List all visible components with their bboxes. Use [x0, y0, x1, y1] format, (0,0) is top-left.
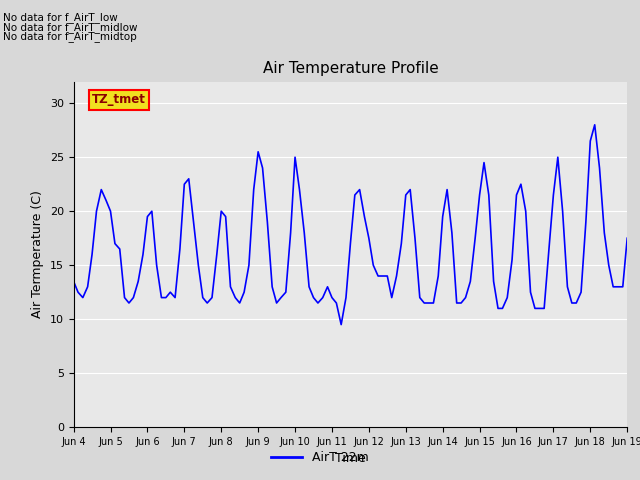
X-axis label: Time: Time: [335, 453, 366, 466]
Legend: AirT 22m: AirT 22m: [266, 446, 374, 469]
Text: No data for f_AirT_midlow: No data for f_AirT_midlow: [3, 22, 138, 33]
Text: No data for f_AirT_midtop: No data for f_AirT_midtop: [3, 31, 137, 42]
Text: TZ_tmet: TZ_tmet: [92, 93, 146, 106]
Text: No data for f_AirT_low: No data for f_AirT_low: [3, 12, 118, 23]
Y-axis label: Air Termperature (C): Air Termperature (C): [31, 191, 44, 318]
Title: Air Temperature Profile: Air Temperature Profile: [262, 61, 438, 76]
